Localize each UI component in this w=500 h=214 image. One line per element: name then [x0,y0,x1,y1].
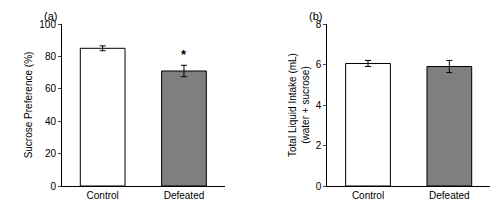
svg-text:20: 20 [45,148,57,159]
svg-text:4: 4 [316,100,322,111]
svg-text:0: 0 [50,181,56,192]
svg-text:2: 2 [316,140,322,151]
svg-text:Control: Control [87,190,119,201]
svg-text:Defeated: Defeated [164,190,205,201]
svg-text:100: 100 [39,19,56,30]
svg-text:80: 80 [45,51,57,62]
svg-text:60: 60 [45,83,57,94]
svg-text:0: 0 [316,181,322,192]
svg-text:Total Liquid Intake (mL)(water: Total Liquid Intake (mL)(water + sucrose… [287,53,311,157]
svg-text:(b): (b) [309,10,322,22]
svg-text:Defeated: Defeated [429,190,470,201]
svg-text:Control: Control [352,190,384,201]
svg-text:40: 40 [45,116,57,127]
svg-text:*: * [181,47,187,62]
svg-text:(a): (a) [44,10,57,22]
svg-text:Sucrose Preference (%): Sucrose Preference (%) [23,52,34,159]
svg-text:6: 6 [316,59,322,70]
svg-text:8: 8 [316,19,322,30]
